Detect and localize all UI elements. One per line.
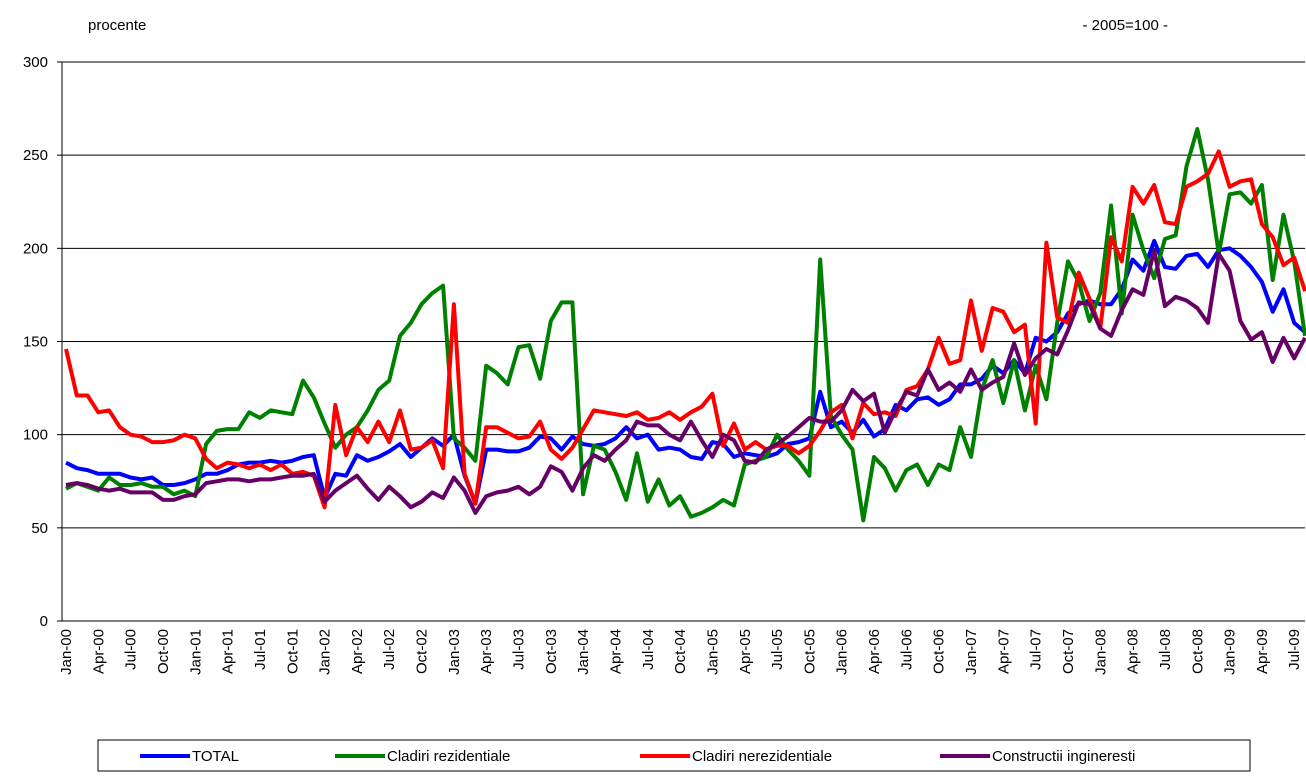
legend-label: Constructii ingineresti	[992, 748, 1135, 765]
legend-label: Cladiri rezidentiale	[387, 748, 510, 765]
x-tick-label: Jul-08	[1157, 629, 1174, 670]
x-tick-label: Apr-00	[90, 629, 107, 674]
y-tick-label: 200	[23, 240, 48, 257]
x-tick-label: Jan-01	[187, 629, 204, 675]
x-tick-label: Apr-05	[737, 629, 754, 674]
x-tick-label: Jul-05	[769, 629, 786, 670]
x-tick-label: Apr-07	[995, 629, 1012, 674]
x-tick-label: Jan-06	[834, 629, 851, 675]
y-tick-label: 50	[31, 520, 48, 537]
x-tick-label: Jan-08	[1092, 629, 1109, 675]
note: - 2005=100 -	[1083, 17, 1168, 34]
x-tick-label: Oct-03	[543, 629, 560, 674]
x-tick-label: Jul-00	[123, 629, 140, 670]
x-tick-label: Jan-09	[1222, 629, 1239, 675]
x-tick-label: Oct-02	[414, 629, 431, 674]
x-tick-label: Oct-07	[1060, 629, 1077, 674]
series-line	[65, 248, 1306, 515]
x-tick-label: Jan-02	[317, 629, 334, 675]
x-tick-label: Jan-07	[963, 629, 980, 675]
series-line	[65, 238, 1306, 506]
x-tick-label: Jul-09	[1286, 629, 1303, 670]
x-tick-label: Apr-01	[220, 629, 237, 674]
x-tick-label: Jul-03	[511, 629, 528, 670]
x-tick-label: Jan-05	[704, 629, 721, 675]
x-tick-label: Oct-05	[801, 629, 818, 674]
x-tick-label: Apr-04	[607, 629, 624, 674]
x-tick-label: Apr-09	[1254, 629, 1271, 674]
y-tick-label: 300	[23, 54, 48, 71]
x-tick-label: Oct-08	[1189, 629, 1206, 674]
legend-box	[97, 739, 1251, 772]
x-tick-label: Oct-00	[155, 629, 172, 674]
x-tick-label: Jul-07	[1028, 629, 1045, 670]
legend-label: Cladiri nerezidentiale	[692, 748, 832, 765]
x-tick-label: Jan-03	[446, 629, 463, 675]
x-tick-label: Jan-00	[58, 629, 75, 675]
x-tick-label: Jul-06	[898, 629, 915, 670]
y-tick-label: 250	[23, 147, 48, 164]
x-tick-label: Oct-01	[284, 629, 301, 674]
x-tick-label: Apr-08	[1125, 629, 1142, 674]
x-tick-label: Oct-06	[931, 629, 948, 674]
legend-label: TOTAL	[192, 748, 239, 765]
series-line	[65, 127, 1306, 523]
x-tick-label: Jan-04	[575, 629, 592, 675]
x-tick-label: Apr-02	[349, 629, 366, 674]
y-tick-label: 0	[40, 613, 48, 630]
x-tick-label: Apr-03	[478, 629, 495, 674]
x-tick-label: Oct-04	[672, 629, 689, 674]
x-tick-label: Jul-01	[252, 629, 269, 670]
y-tick-label: 100	[23, 427, 48, 444]
y-tick-label: 150	[23, 334, 48, 351]
subtitle: procente	[88, 17, 146, 34]
x-tick-label: Jul-04	[640, 629, 657, 670]
x-tick-label: Jul-02	[381, 629, 398, 670]
x-tick-label: Apr-06	[866, 629, 883, 674]
